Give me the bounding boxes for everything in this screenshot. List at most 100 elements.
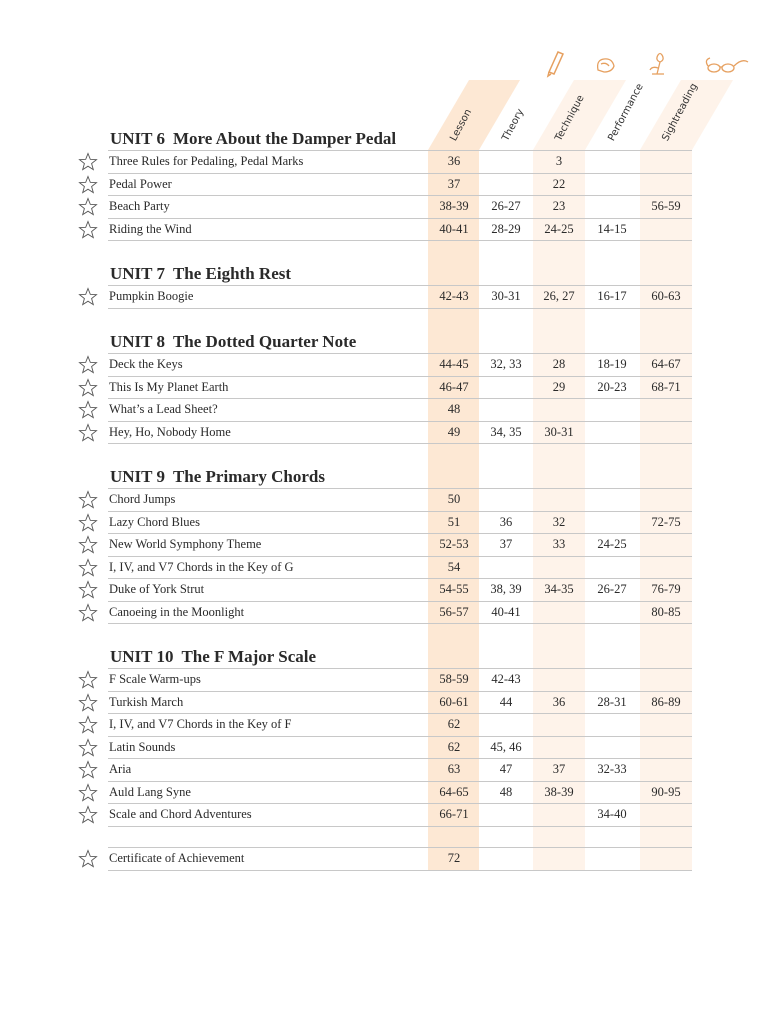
page-cell-performance: 16-17 [597, 289, 627, 303]
table-row: New World Symphony Theme 52-53 37 33 24-25 [78, 534, 692, 557]
table-row: Riding the Wind 40-41 28-29 24-25 14-15 [78, 219, 692, 241]
star-icon[interactable] [78, 152, 98, 172]
star-icon[interactable] [78, 782, 98, 803]
star-icon[interactable] [78, 692, 98, 713]
star-icon[interactable] [78, 355, 98, 375]
star-icon[interactable] [78, 490, 98, 510]
page-cell-technique: 32 [552, 514, 566, 529]
star-icon[interactable] [78, 422, 98, 443]
page-cell-lesson: 64-65 [439, 784, 469, 799]
star-icon[interactable] [78, 219, 98, 240]
table-row: F Scale Warm-ups 58-59 42-43 [78, 669, 692, 692]
star-icon[interactable] [78, 602, 98, 623]
page-cell-theory: 36 [499, 514, 513, 529]
star-icon[interactable] [78, 715, 98, 735]
piece-title: Three Rules for Pedaling, Pedal Marks [109, 154, 304, 168]
page-cell-lesson: 58-59 [439, 672, 469, 686]
table-row: Turkish March 60-61 44 36 28-31 86-89 [78, 692, 692, 714]
piece-title: Canoeing in the Moonlight [109, 604, 245, 619]
page-cell-performance: 26-27 [597, 582, 627, 596]
table-row: Pedal Power 37 22 [78, 174, 692, 196]
table-row: Duke of York Strut 54-55 38, 39 34-35 26-27 7… [78, 579, 692, 602]
page-cell-sightreading: 72-75 [651, 514, 681, 529]
table-row: Chord Jumps 50 [78, 489, 692, 512]
page-cell-lesson: 46-47 [439, 379, 469, 394]
page-cell-theory: 34, 35 [490, 424, 522, 439]
lesson-header-shade [428, 80, 520, 150]
piece-title: I, IV, and V7 Chords in the Key of F [109, 717, 292, 731]
star-icon[interactable] [78, 377, 98, 398]
unit-section: UNIT 10 The F Major Scale F Scale Warm-ups… [78, 647, 692, 827]
table-row: I, IV, and V7 Chords in the Key of G 54 [78, 557, 692, 579]
lesson-column-shade [428, 150, 479, 870]
page-cell-lesson: 48 [447, 402, 461, 416]
unit-number: UNIT 8 [110, 332, 165, 351]
table-row: What’s a Lead Sheet? 48 [78, 399, 692, 422]
table-row: Three Rules for Pedaling, Pedal Marks 36 3 [78, 151, 692, 174]
star-icon[interactable] [78, 805, 98, 825]
star-icon[interactable] [78, 557, 98, 578]
page-cell-lesson: 44-45 [439, 357, 469, 371]
page-cell-theory: 28-29 [491, 221, 521, 236]
page-cell-theory: 38, 39 [490, 582, 522, 596]
page-cell-sightreading: 64-67 [651, 357, 681, 371]
table-row: Scale and Chord Adventures 66-71 34-40 [78, 804, 692, 827]
piece-title: I, IV, and V7 Chords in the Key of G [109, 559, 294, 574]
page-cell-performance: 14-15 [597, 221, 627, 236]
page-cell-technique: 34-35 [544, 582, 574, 596]
page-cell-lesson: 38-39 [439, 199, 469, 213]
page-cell-theory: 44 [499, 694, 513, 709]
piece-title: Pedal Power [109, 176, 172, 191]
page-cell-lesson: 36 [447, 154, 461, 168]
piece-title: What’s a Lead Sheet? [109, 402, 218, 416]
page-cell-lesson: 60-61 [439, 694, 469, 709]
piece-title: Lazy Chord Blues [109, 514, 200, 529]
table-row: Canoeing in the Moonlight 56-57 40-41 80-85 [78, 602, 692, 624]
star-icon[interactable] [78, 737, 98, 758]
sightreading-header-shade [640, 80, 733, 150]
page-cell-sightreading: 60-63 [651, 289, 681, 303]
unit-number: UNIT 7 [110, 264, 165, 283]
page-cell-lesson: 56-57 [439, 604, 469, 619]
piece-title: Aria [109, 762, 132, 776]
page-cell-sightreading: 86-89 [651, 694, 681, 709]
page-cell-theory: 26-27 [491, 199, 521, 213]
table-row: Beach Party 38-39 26-27 23 56-59 [78, 196, 692, 219]
star-icon[interactable] [78, 512, 98, 533]
page-cell-lesson: 52-53 [439, 537, 469, 551]
page-cell-theory: 48 [499, 784, 513, 799]
piece-title: Deck the Keys [109, 357, 183, 371]
page-cell-performance: 18-19 [597, 357, 627, 371]
page-cell-performance: 32-33 [597, 762, 627, 776]
piece-title: Duke of York Strut [109, 582, 205, 596]
star-icon[interactable] [78, 287, 98, 307]
unit-title: More About the Damper Pedal [172, 129, 397, 148]
technique-header-shade [533, 80, 626, 150]
piece-title: Latin Sounds [109, 739, 176, 754]
page-cell-lesson: 62 [447, 717, 461, 731]
page-cell-technique: 23 [552, 199, 566, 213]
star-icon[interactable] [78, 580, 98, 600]
unit-heading: UNIT 6 More About the Damper Pedal [110, 128, 396, 150]
column-header-graphics [428, 51, 749, 150]
star-icon[interactable] [78, 197, 98, 217]
page-cell-technique: 22 [552, 176, 566, 191]
table-row: Auld Lang Syne 64-65 48 38-39 90-95 [78, 782, 692, 804]
star-icon[interactable] [78, 400, 98, 420]
page-cell-performance: 24-25 [597, 537, 627, 551]
table-row: I, IV, and V7 Chords in the Key of F 62 [78, 714, 692, 737]
star-icon[interactable] [78, 760, 98, 780]
page-cell-technique: 26, 27 [543, 289, 575, 303]
page-cell-technique: 30-31 [544, 424, 574, 439]
page-cell-performance: 34-40 [597, 807, 627, 821]
page-cell-sightreading: 76-79 [651, 582, 681, 596]
star-icon[interactable] [78, 670, 98, 690]
unit-section: UNIT 6 More About the Damper Pedal Three R… [78, 129, 692, 241]
star-icon[interactable] [78, 535, 98, 555]
page-cell-lesson: 50 [447, 492, 461, 506]
star-icon[interactable] [78, 849, 98, 869]
star-icon[interactable] [78, 174, 98, 195]
page-cell-lesson: 54 [447, 559, 461, 574]
piece-title: Hey, Ho, Nobody Home [109, 424, 231, 439]
